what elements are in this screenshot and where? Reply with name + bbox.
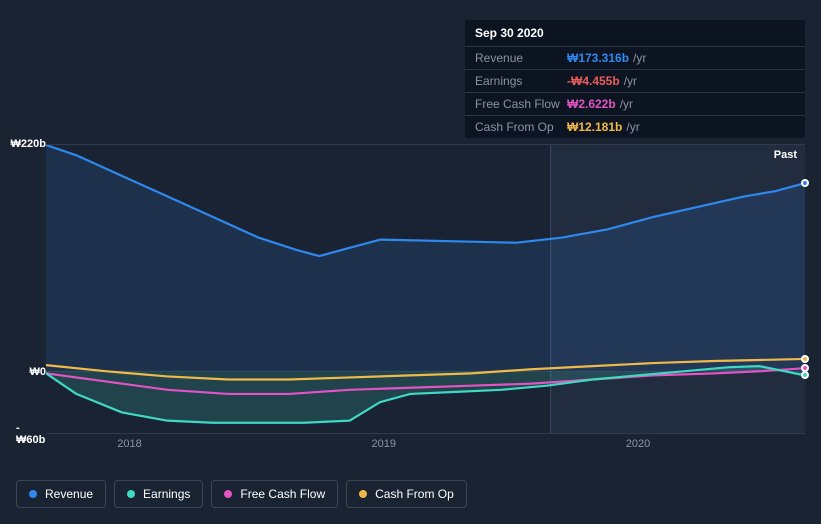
legend-dot-icon <box>359 490 367 498</box>
legend-dot-icon <box>127 490 135 498</box>
legend-label: Cash From Op <box>375 487 454 501</box>
x-axis-labels: 2018 2019 2020 <box>46 438 805 454</box>
x-axis-label: 2019 <box>372 438 396 450</box>
tooltip-row: Free Cash Flow₩2.622b/yr <box>465 92 805 115</box>
chart-legend: Revenue Earnings Free Cash Flow Cash From O… <box>16 480 467 508</box>
legend-label: Revenue <box>45 487 93 501</box>
legend-label: Earnings <box>143 487 190 501</box>
tooltip-row-unit: /yr <box>620 97 633 111</box>
tooltip-row-value: ₩173.316b <box>567 51 629 65</box>
series-marker-cashop <box>801 355 809 363</box>
legend-item-cashop[interactable]: Cash From Op <box>346 480 467 508</box>
legend-item-revenue[interactable]: Revenue <box>16 480 106 508</box>
series-marker-earnings <box>801 371 809 379</box>
tooltip-date: Sep 30 2020 <box>465 20 805 46</box>
chart-svg <box>46 145 805 433</box>
tooltip-row-label: Free Cash Flow <box>475 97 567 111</box>
legend-label: Free Cash Flow <box>240 487 325 501</box>
y-axis-label: -₩60b <box>16 422 46 446</box>
y-axis-label: ₩0 <box>30 366 47 378</box>
series-fill-revenue <box>46 145 805 371</box>
tooltip-row: Revenue₩173.316b/yr <box>465 46 805 69</box>
chart-area: ₩220b₩0-₩60b Past 201820192020 <box>16 120 805 464</box>
legend-item-fcf[interactable]: Free Cash Flow <box>211 480 338 508</box>
tooltip-row-value: -₩4.455b <box>567 74 620 88</box>
x-axis-label: 2020 <box>626 438 650 450</box>
tooltip-row: Earnings-₩4.455b/yr <box>465 69 805 92</box>
plot-region[interactable]: Past <box>46 144 805 434</box>
legend-dot-icon <box>29 490 37 498</box>
legend-dot-icon <box>224 490 232 498</box>
y-axis-label: ₩220b <box>11 138 46 150</box>
series-marker-revenue <box>801 179 809 187</box>
tooltip-row-unit: /yr <box>633 51 646 65</box>
x-axis-label: 2018 <box>117 438 141 450</box>
tooltip-row-unit: /yr <box>624 74 637 88</box>
tooltip-row-value: ₩2.622b <box>567 97 616 111</box>
tooltip-row-label: Earnings <box>475 74 567 88</box>
tooltip-row-label: Revenue <box>475 51 567 65</box>
legend-item-earnings[interactable]: Earnings <box>114 480 203 508</box>
